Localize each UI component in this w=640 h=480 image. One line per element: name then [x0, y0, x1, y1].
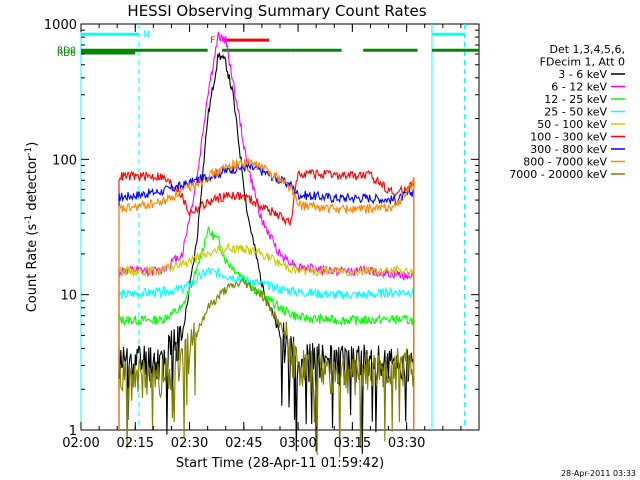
x-tick-label: 03:30 [388, 436, 425, 451]
series-line-5 [118, 169, 415, 430]
series-line-0 [118, 52, 415, 454]
x-tick-label: 02:45 [225, 436, 262, 451]
chart-title: HESSI Observing Summary Count Rates [127, 2, 426, 20]
x-tick-label: 03:00 [279, 436, 316, 451]
flag-label-rd0: RD0 [57, 46, 76, 56]
legend-entry: 3 - 6 keV [558, 68, 607, 81]
y-tick-label: 10 [60, 289, 77, 304]
flag-label-rd6: RD6 [57, 49, 76, 59]
legend-entry: 800 - 7000 keV [523, 156, 607, 169]
y-tick-label: 1000 [44, 18, 77, 33]
x-tick-label: 02:00 [62, 436, 99, 451]
series-line-4 [118, 241, 415, 430]
x-tick-label: 03:15 [334, 436, 371, 451]
generation-timestamp: 28-Apr-2011 03:33 [561, 469, 636, 478]
legend-entry: 100 - 300 keV [530, 131, 607, 144]
legend: Det 1,3,4,5,6,FDecim 1, Att 03 - 6 keV6 … [509, 43, 625, 181]
flag-label-n: N [143, 30, 150, 40]
series-line-3 [118, 266, 415, 425]
legend-entry: 50 - 100 keV [537, 118, 607, 131]
x-tick-label: 02:30 [171, 436, 208, 451]
y-tick-label: 100 [52, 153, 77, 168]
legend-entry: 7000 - 20000 keV [509, 168, 607, 181]
legend-entry: 12 - 25 keV [544, 93, 607, 106]
x-axis-label: Start Time (28-Apr-11 01:59:42) [176, 456, 384, 471]
legend-header: FDecim 1, Att 0 [540, 56, 625, 69]
flag-label-f: F [210, 36, 215, 46]
legend-entry: 300 - 800 keV [530, 143, 607, 156]
series-line-8 [118, 277, 415, 458]
y-axis-label: Count Rate (s-1 detector-1) [24, 142, 40, 313]
y-tick-label: 1 [69, 424, 77, 439]
legend-entry: 6 - 12 keV [551, 81, 607, 94]
series-line-7 [118, 158, 415, 430]
series-line-2 [118, 226, 415, 420]
legend-entry: 25 - 50 keV [544, 106, 607, 119]
legend-header: Det 1,3,4,5,6, [549, 43, 625, 56]
x-tick-label: 02:15 [117, 436, 154, 451]
series-group [118, 31, 415, 458]
axes-group: 02:00 02:15 02:30 02:45 03:00 03:15 03:30 1 10 10… [44, 18, 480, 451]
series-line-6 [118, 161, 415, 430]
